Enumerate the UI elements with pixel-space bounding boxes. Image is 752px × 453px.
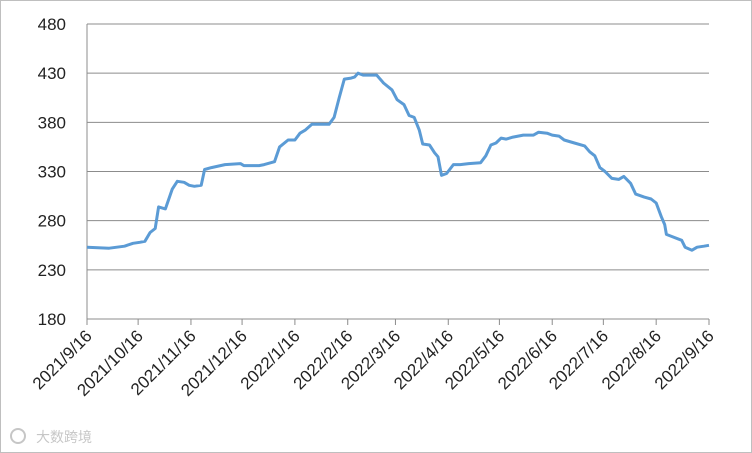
watermark-text: 大数跨境 xyxy=(36,429,92,445)
watermark: 大数跨境 xyxy=(10,428,92,445)
y-tick-label: 230 xyxy=(38,261,66,280)
watermark-icon xyxy=(10,428,26,444)
y-tick-label: 430 xyxy=(38,64,66,83)
y-tick-label: 480 xyxy=(38,15,66,34)
y-tick-label: 330 xyxy=(38,163,66,182)
y-tick-label: 380 xyxy=(38,113,66,132)
y-tick-label: 280 xyxy=(38,212,66,231)
y-tick-label: 180 xyxy=(38,310,66,329)
price-line xyxy=(86,71,710,252)
